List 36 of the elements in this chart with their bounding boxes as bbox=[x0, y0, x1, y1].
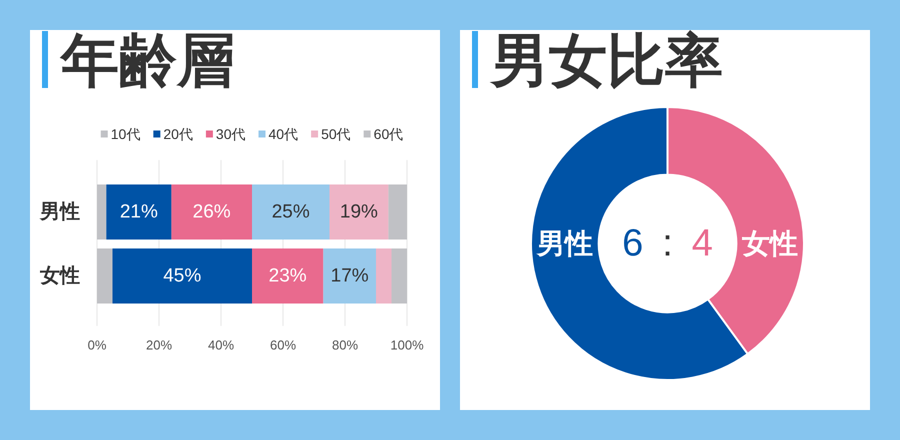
bar bbox=[97, 184, 106, 240]
data-label: 17% bbox=[330, 266, 369, 286]
slice-label: 男性 bbox=[536, 228, 593, 259]
legend-label: 40代 bbox=[268, 126, 298, 142]
bar bbox=[171, 184, 252, 240]
legend-label: 60代 bbox=[374, 126, 404, 142]
bar bbox=[392, 248, 407, 304]
bar bbox=[97, 248, 112, 304]
data-label: 23% bbox=[268, 266, 307, 286]
data-label: 25% bbox=[272, 202, 310, 222]
chart-title: 男女比率 bbox=[489, 28, 723, 94]
bar bbox=[323, 248, 376, 304]
x-tick-label: 80% bbox=[332, 338, 358, 352]
bar bbox=[388, 184, 407, 240]
data-label: 26% bbox=[192, 202, 231, 222]
data-label: 21% bbox=[120, 202, 158, 222]
bar bbox=[252, 248, 324, 304]
legend-label: 10代 bbox=[110, 126, 140, 142]
bar bbox=[106, 184, 172, 240]
chart-title: 年齢層 bbox=[59, 28, 235, 94]
bar bbox=[376, 248, 392, 304]
x-tick-label: 20% bbox=[146, 338, 172, 352]
x-tick-label: 0% bbox=[88, 338, 107, 352]
data-label: 19% bbox=[340, 202, 378, 222]
legend-label: 30代 bbox=[216, 126, 246, 142]
legend-label: 50代 bbox=[321, 126, 351, 142]
x-tick-label: 100% bbox=[390, 338, 424, 352]
x-tick-label: 40% bbox=[208, 338, 234, 352]
slice-label: 女性 bbox=[741, 228, 798, 259]
legend-label: 20代 bbox=[163, 126, 193, 142]
data-label: 45% bbox=[163, 266, 202, 286]
bar bbox=[112, 248, 252, 304]
bar bbox=[252, 184, 330, 240]
bar bbox=[330, 184, 388, 240]
text: 6 : 4 bbox=[622, 222, 713, 264]
x-tick-label: 60% bbox=[270, 338, 296, 352]
